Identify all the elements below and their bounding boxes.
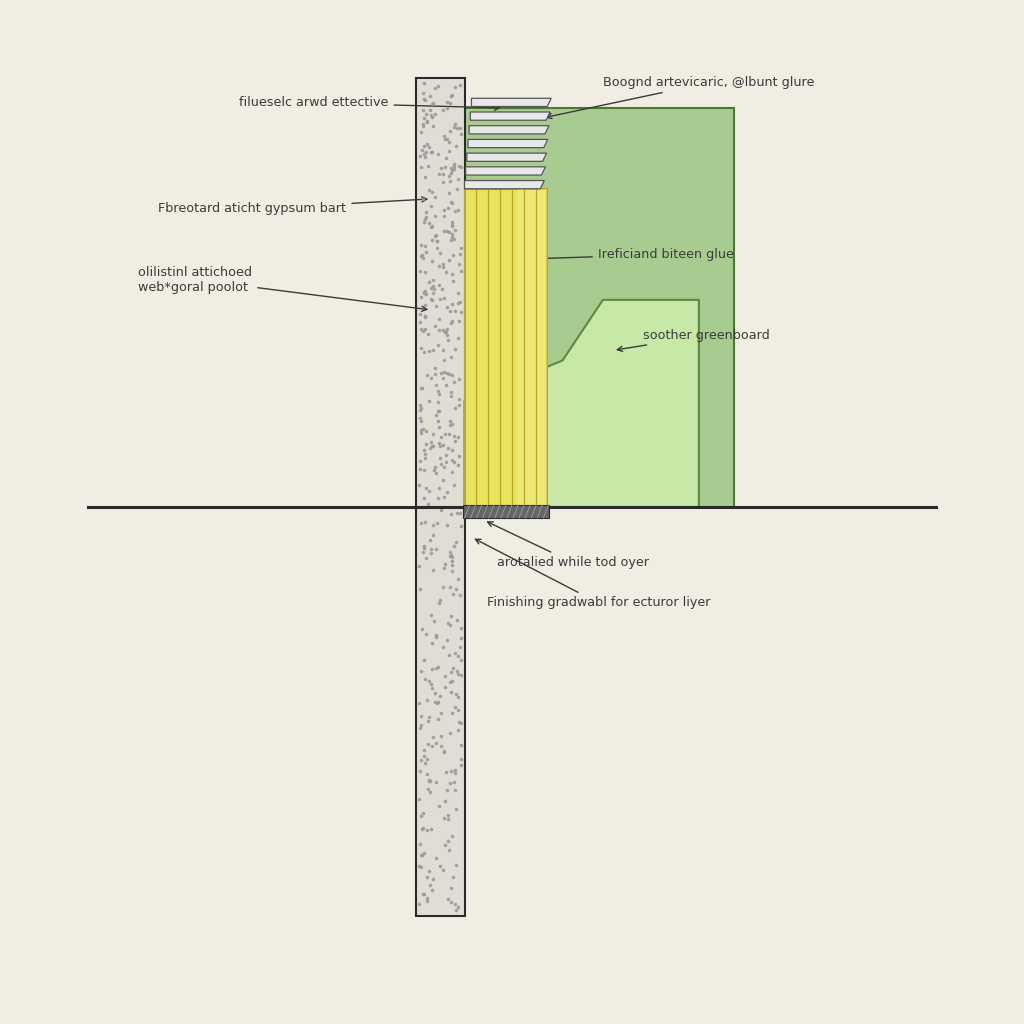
Text: soother greenboard: soother greenboard [617, 329, 770, 351]
Polygon shape [465, 108, 734, 507]
Text: Fbreotard aticht gypsum bart: Fbreotard aticht gypsum bart [159, 197, 427, 215]
Polygon shape [467, 154, 547, 162]
Polygon shape [465, 300, 698, 507]
Polygon shape [470, 112, 550, 120]
Bar [518, 188, 548, 507]
Text: Finishing gradwabl for ecturor liyer: Finishing gradwabl for ecturor liyer [475, 540, 711, 609]
Text: Ireficiand biteen glue: Ireficiand biteen glue [516, 248, 734, 262]
Bar [416, 78, 465, 916]
Text: arotalied while tod oyer: arotalied while tod oyer [487, 522, 649, 569]
Text: olilistinl attichoed
web*goral poolot: olilistinl attichoed web*goral poolot [138, 265, 427, 311]
Polygon shape [465, 180, 545, 188]
Text: Boognd artevicaric, @lbunt glure: Boognd artevicaric, @lbunt glure [547, 76, 814, 119]
Bar [463, 505, 549, 518]
Bar [465, 188, 548, 507]
Polygon shape [466, 167, 546, 175]
Polygon shape [469, 126, 549, 134]
Polygon shape [468, 139, 548, 147]
Polygon shape [471, 98, 551, 106]
Text: filueselc arwd ettective: filueselc arwd ettective [240, 96, 500, 111]
